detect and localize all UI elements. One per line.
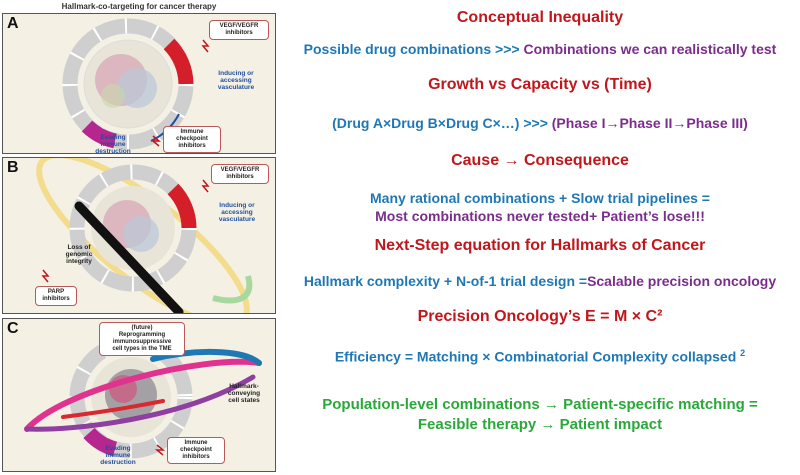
vasculature-label: Inducing or accessing vasculature xyxy=(217,70,255,91)
figure-title: Hallmark-co-targeting for cancer therapy xyxy=(61,2,217,11)
heading-precision-oncology: Precision Oncology’s E = M × C² xyxy=(417,308,663,325)
line-hallmark-complexity: Hallmark complexity + N-of-1 trial desig… xyxy=(280,273,800,291)
line-rational-combinations: Many rational combinations + Slow trial … xyxy=(370,190,710,206)
line-drug-phases: (Drug A×Drug B×Drug C×…) >>> (Phase I→Ph… xyxy=(280,115,800,133)
vasculature-segment xyxy=(167,183,197,229)
line-hallmark-complexity-left: Hallmark complexity + N-of-1 trial desig… xyxy=(303,273,588,289)
genomic-label: Loss of genomic integrity xyxy=(65,244,93,265)
heading-cause-consequence: Cause → Consequence xyxy=(451,152,629,169)
orbit-blue xyxy=(150,348,262,366)
panel-a-wheel xyxy=(62,18,210,150)
inhibition-bolt-icon xyxy=(150,135,162,147)
reprogramming-callout: (future) Reprogramming immunosuppressive… xyxy=(99,322,185,356)
vasculature-segment xyxy=(163,38,194,85)
tumor-cells-2 xyxy=(123,216,159,252)
inhibition-bolt-icon xyxy=(41,269,50,283)
line-never-tested: Most combinations never tested+ Patient’… xyxy=(375,208,705,224)
line-feasible-therapy: Feasible therapy → Patient impact xyxy=(417,416,663,433)
orbit-purple xyxy=(24,374,256,432)
panel-a-letter: A xyxy=(7,15,19,32)
line-population-level: Population-level combinations → Patient-… xyxy=(322,396,758,413)
tumor-cells-3 xyxy=(101,84,125,108)
equations-text: Conceptual Inequality Possible drug comb… xyxy=(280,0,800,475)
genomic-integrity-bar xyxy=(74,201,184,313)
hallmark-figure: Hallmark-co-targeting for cancer therapy… xyxy=(0,0,278,475)
immune-label: Evading immune destruction xyxy=(95,134,131,154)
orbit-pink xyxy=(24,358,262,432)
inhibition-bolt-icon xyxy=(201,39,210,53)
panel-a: A VEGF/VEGFR inhibitors Inducing or acce… xyxy=(2,13,276,154)
line-drug-combinations-right: Combinations we can realistically test xyxy=(523,41,777,57)
heading-conceptual-inequality: Conceptual Inequality xyxy=(456,9,624,26)
cell-states-label: Hallmark- conveying cell states xyxy=(227,383,261,404)
panel-c: C (future) Reprogramming immunosuppressi… xyxy=(2,318,276,472)
vegf-callout: VEGF/VEGFR inhibitors xyxy=(209,20,269,40)
panel-c-letter: C xyxy=(7,320,19,337)
immune-segment xyxy=(83,427,118,457)
panel-b-letter: B xyxy=(7,159,19,176)
inhibition-bolt-icon xyxy=(201,179,210,193)
vasculature-label: Inducing or accessing vasculature xyxy=(218,202,256,223)
panel-b-wheel xyxy=(36,158,253,313)
heading-growth-capacity: Growth vs Capacity vs (Time) xyxy=(428,76,652,93)
panel-b: B VEGF/VEGFR inhibitors Inducing or acce… xyxy=(2,157,276,314)
line-efficiency-text: Efficiency = Matching × Combinatorial Co… xyxy=(334,348,737,365)
line-efficiency: Efficiency = Matching × Combinatorial Co… xyxy=(280,348,800,365)
parp-callout: PARP inhibitors xyxy=(35,286,77,306)
checkpoint-callout: Immune checkpoint inhibitors xyxy=(163,126,221,153)
immune-label: Evading immune destruction xyxy=(100,445,136,466)
orbit-green xyxy=(212,275,253,304)
line-efficiency-superscript: 2 xyxy=(740,348,746,358)
tumor-cells-2 xyxy=(117,68,157,108)
vegf-callout: VEGF/VEGFR inhibitors xyxy=(211,164,269,184)
checkpoint-callout: Immune checkpoint inhibitors xyxy=(167,437,225,464)
inhibition-bolt-icon xyxy=(154,444,166,456)
line-drug-combinations-left: Possible drug combinations >>> xyxy=(303,41,524,57)
line-drug-phases-right: (Phase I→Phase II→Phase III) xyxy=(551,115,748,131)
heading-next-step: Next-Step equation for Hallmarks of Canc… xyxy=(374,237,706,254)
immune-segment xyxy=(81,120,117,149)
line-drug-phases-left: (Drug A×Drug B×Drug C×…) >>> xyxy=(332,115,552,131)
line-drug-combinations: Possible drug combinations >>> Combinati… xyxy=(280,41,800,59)
orbit-red xyxy=(61,399,165,419)
line-hallmark-complexity-right: Scalable precision oncology xyxy=(587,273,777,289)
